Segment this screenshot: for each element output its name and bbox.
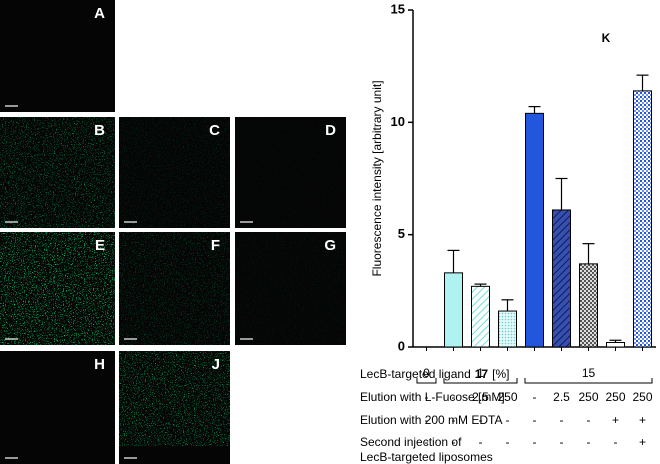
table-cell: 2.5 — [553, 390, 570, 404]
error-bar — [447, 249, 460, 273]
panel-label: F — [211, 237, 220, 254]
bar — [444, 272, 463, 348]
table-cell: 250 — [605, 390, 625, 404]
table-cell: 250 — [632, 390, 652, 404]
table-cell: - — [425, 390, 429, 404]
table-cell: - — [425, 413, 429, 427]
row-label: LecB-targeted ligand 17 [%] — [360, 367, 509, 381]
table-cell: - — [560, 435, 564, 449]
table-cell: - — [587, 435, 591, 449]
table-cell: - — [560, 413, 564, 427]
label-part: LecB-targeted ligand — [360, 367, 471, 381]
y-axis-label: Fluorescence intensity [arbitrary unit] — [370, 80, 384, 276]
panel-label: C — [209, 122, 220, 139]
y-tick-label: 0 — [398, 338, 405, 353]
group-bracket — [416, 378, 437, 384]
y-tick-label: 15 — [391, 1, 405, 16]
table-cell: 2.5 — [472, 390, 489, 404]
group-bracket — [443, 378, 518, 384]
table-cell: - — [506, 413, 510, 427]
row-label: LecB-targeted liposomes — [360, 450, 493, 464]
micrograph — [0, 351, 115, 464]
table-cell: 250 — [497, 390, 517, 404]
group-label: 0 — [423, 366, 430, 380]
panel-label: D — [325, 122, 336, 139]
panel-label: B — [94, 122, 105, 139]
panel-label: K — [602, 31, 611, 45]
fluorescence — [119, 232, 230, 345]
table-cell: + — [612, 413, 619, 427]
fluorescence — [0, 232, 115, 345]
micrograph — [0, 0, 115, 112]
group-label: 1 — [477, 366, 484, 380]
bar — [606, 342, 625, 348]
fluorescence — [0, 117, 115, 228]
error-bar — [501, 299, 514, 312]
label-part: [%] — [492, 367, 509, 381]
bar — [498, 310, 517, 348]
table-cell: - — [479, 435, 483, 449]
error-bar — [555, 177, 568, 210]
table-cell: - — [479, 413, 483, 427]
group-bracket — [524, 378, 653, 384]
y-tick-label: 5 — [398, 226, 405, 241]
row-label: Elution with 200 mM EDTA — [360, 413, 503, 427]
panel-label: G — [324, 237, 336, 254]
label-part: 17 — [475, 367, 489, 381]
y-tick-label: 10 — [391, 114, 405, 129]
table-cell: - — [452, 390, 456, 404]
table-cell: - — [506, 435, 510, 449]
fluorescence — [119, 117, 230, 228]
fluorescence — [235, 117, 346, 228]
panel-label: A — [94, 5, 105, 22]
table-cell: + — [639, 413, 646, 427]
bar — [633, 90, 652, 348]
fluorescence — [235, 232, 346, 345]
bar — [552, 209, 571, 348]
table-cell: - — [533, 390, 537, 404]
table-cell: - — [533, 435, 537, 449]
error-bar — [582, 243, 595, 264]
row-label: Second injection of — [360, 435, 462, 449]
row-label: Elution with L-Fucose [mM] — [360, 390, 505, 404]
bar — [471, 285, 490, 348]
panel-label: H — [94, 356, 105, 373]
table-cell: + — [639, 435, 646, 449]
error-bar — [528, 106, 541, 114]
bar — [525, 112, 544, 348]
table-cell: - — [614, 435, 618, 449]
table-cell: - — [587, 413, 591, 427]
fluorescence — [119, 351, 230, 446]
bar — [579, 263, 598, 348]
group-label: 15 — [582, 366, 596, 380]
table-cell: - — [533, 413, 537, 427]
panel-label: E — [95, 237, 105, 254]
table-cell: - — [452, 435, 456, 449]
table-cell: - — [425, 435, 429, 449]
table-cell: 250 — [578, 390, 598, 404]
error-bar — [636, 74, 649, 91]
table-cell: - — [452, 413, 456, 427]
panel-label: J — [212, 356, 220, 373]
